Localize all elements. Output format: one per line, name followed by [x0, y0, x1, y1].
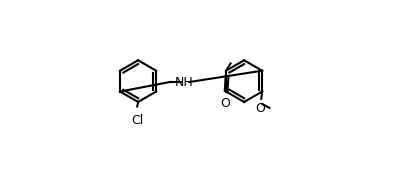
Text: O: O: [255, 102, 265, 115]
Text: Cl: Cl: [131, 114, 143, 127]
Text: NH: NH: [175, 76, 194, 89]
Text: O: O: [221, 97, 230, 110]
